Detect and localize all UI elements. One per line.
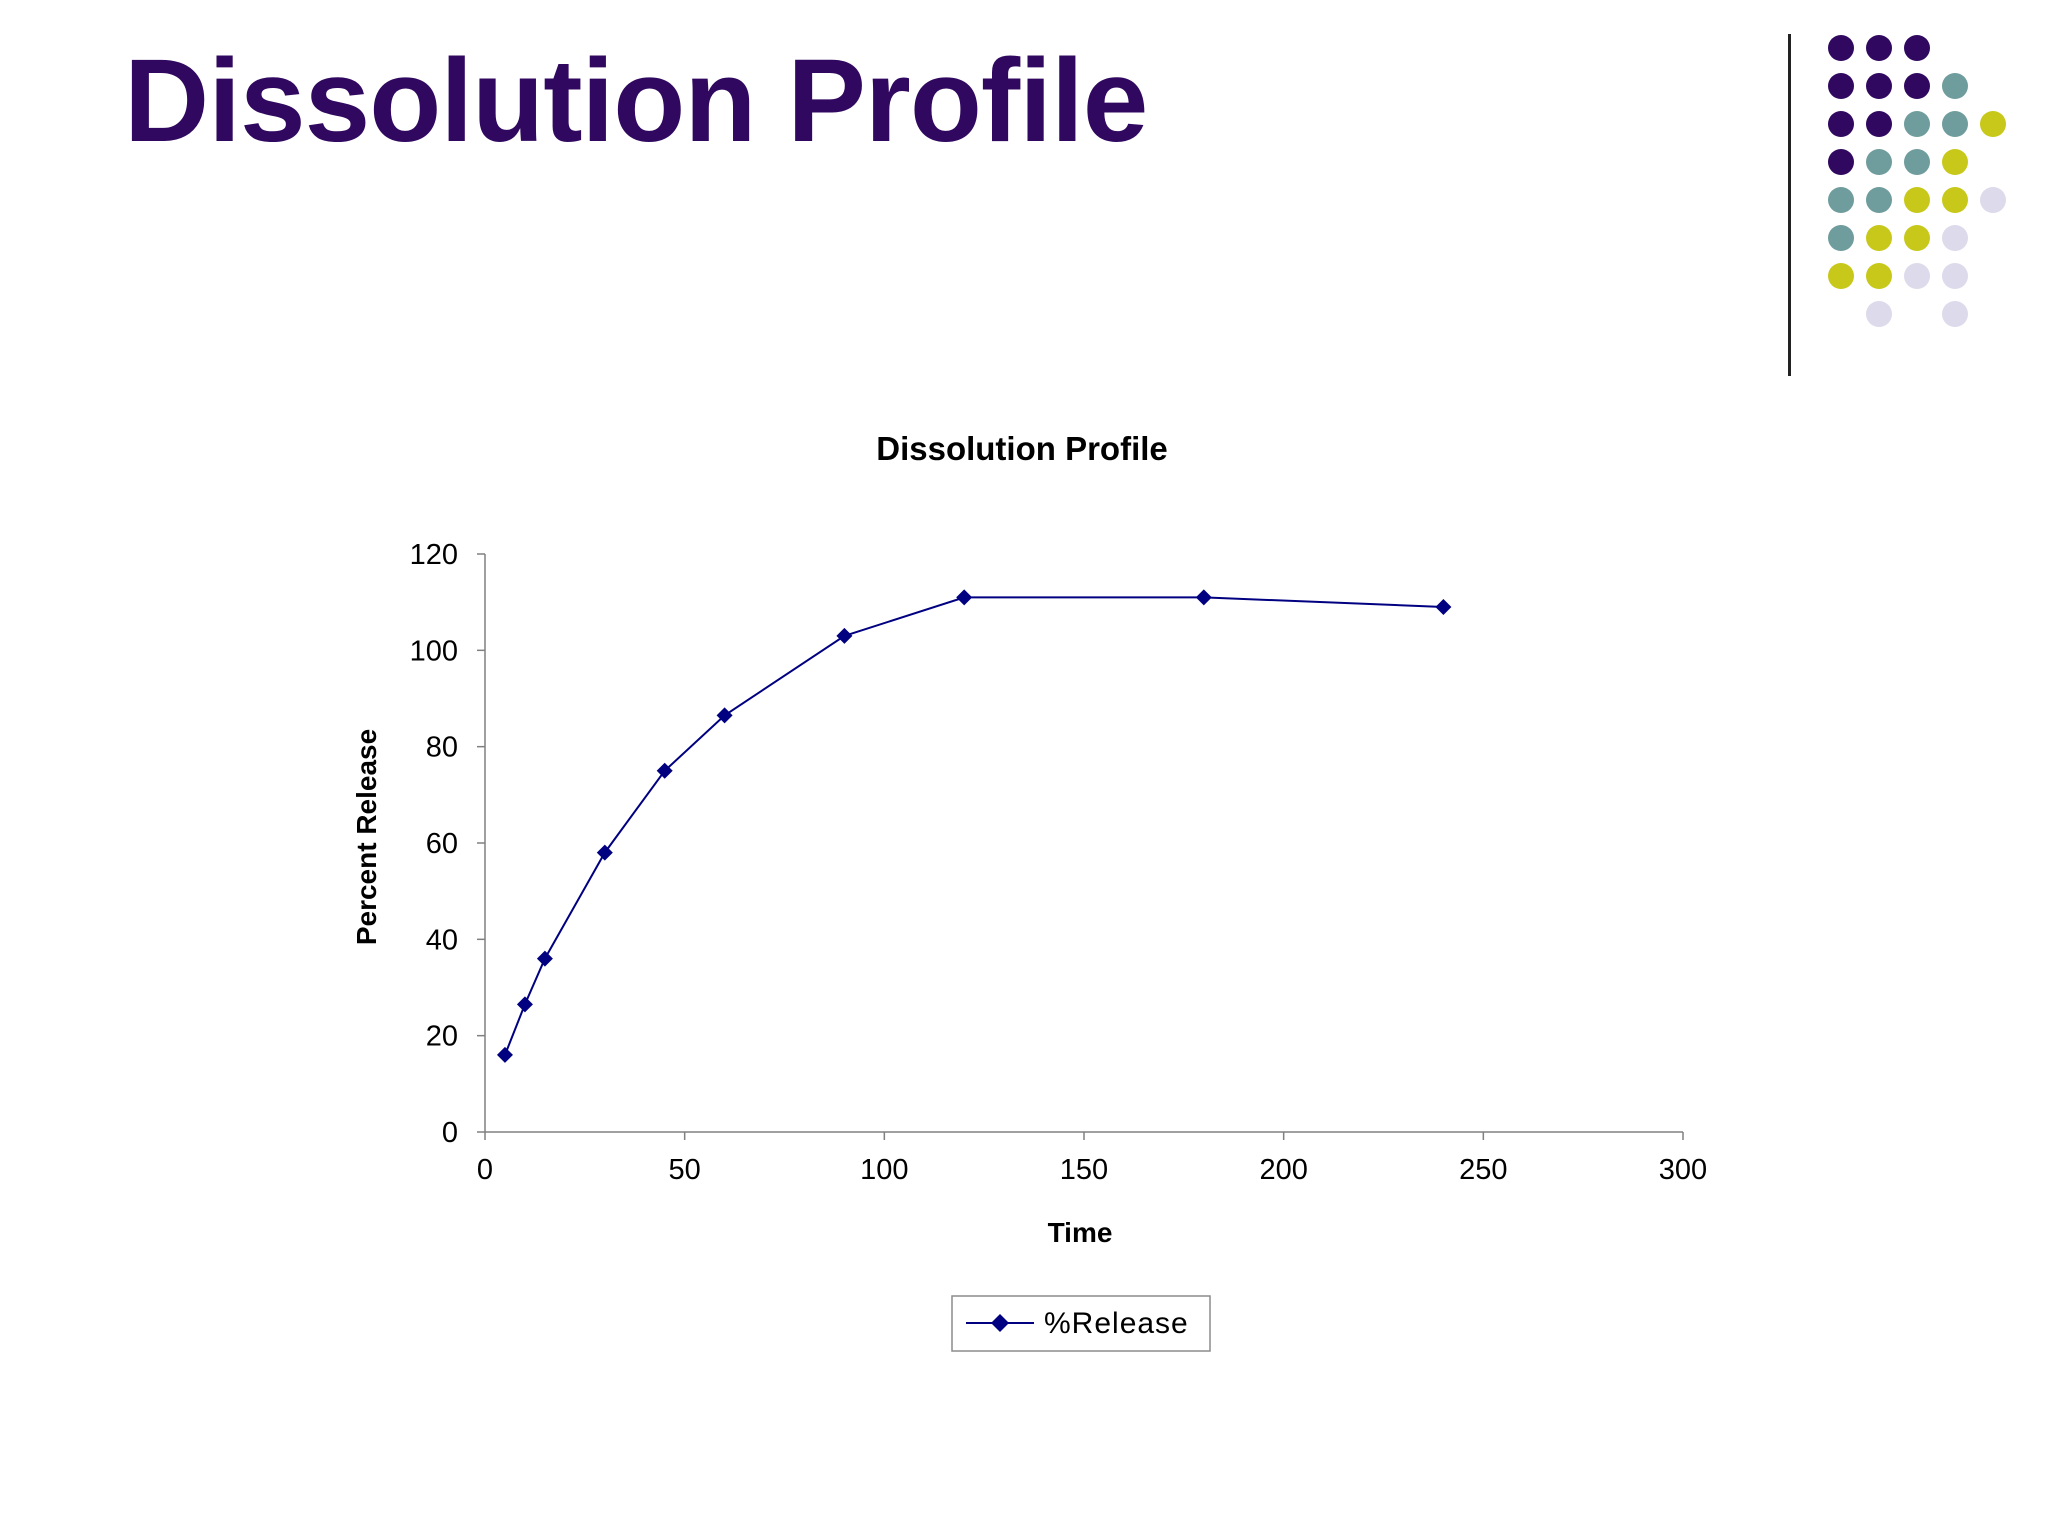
data-point-marker	[716, 707, 733, 724]
decor-dot	[1942, 263, 1968, 289]
decor-dot	[1942, 73, 1968, 99]
data-point-marker	[536, 950, 553, 967]
chart-axes	[484, 554, 1683, 1133]
decor-dot	[1942, 187, 1968, 213]
y-axis-ticks: 0 20 40 60 80 100 120	[410, 539, 485, 1149]
decor-dot	[1828, 73, 1854, 99]
decor-dot	[1828, 263, 1854, 289]
legend: %Release	[951, 1295, 1211, 1352]
decor-dot	[1828, 35, 1854, 61]
chart-title: Dissolution Profile	[876, 430, 1168, 467]
decor-dot	[1904, 225, 1930, 251]
x-axis-ticks: 0 50 100 150 200 250 300	[477, 1132, 1707, 1186]
data-point-marker	[656, 762, 673, 779]
decor-dot	[1904, 73, 1930, 99]
decor-dot	[1942, 225, 1968, 251]
decor-dot	[1828, 187, 1854, 213]
y-tick-label: 120	[410, 539, 458, 571]
data-point-marker	[1195, 589, 1212, 606]
data-point-marker	[516, 996, 533, 1013]
data-point-marker	[596, 844, 613, 861]
data-point-marker	[496, 1046, 513, 1063]
decor-dot	[1866, 187, 1892, 213]
y-tick-label: 40	[426, 924, 458, 956]
y-tick-label: 0	[442, 1117, 458, 1149]
decor-dot	[1904, 149, 1930, 175]
x-tick-label: 200	[1259, 1154, 1307, 1186]
decor-dot	[1942, 301, 1968, 327]
decor-dot	[1904, 187, 1930, 213]
x-tick-label: 150	[1060, 1154, 1108, 1186]
y-tick-label: 20	[426, 1021, 458, 1053]
decor-dot	[1828, 149, 1854, 175]
x-axis-title: Time	[1048, 1217, 1113, 1248]
title-divider	[1788, 34, 1791, 376]
data-point-marker	[1435, 598, 1452, 615]
legend-marker	[991, 1314, 1009, 1332]
decor-dot	[1980, 187, 2006, 213]
y-tick-label: 100	[410, 635, 458, 667]
decor-dot	[1942, 149, 1968, 175]
y-tick-label: 80	[426, 732, 458, 764]
series-release	[496, 589, 1452, 1063]
x-tick-label: 250	[1459, 1154, 1507, 1186]
data-point-marker	[836, 627, 853, 644]
decor-dot	[1904, 263, 1930, 289]
y-axis-title: Percent Release	[351, 729, 382, 945]
data-point-marker	[956, 589, 973, 606]
decor-dot	[1980, 111, 2006, 137]
decor-dot	[1904, 111, 1930, 137]
decorative-dot-grid	[1828, 35, 2006, 327]
decor-dot	[1942, 111, 1968, 137]
x-tick-label: 100	[860, 1154, 908, 1186]
decor-dot	[1866, 73, 1892, 99]
decor-dot	[1866, 225, 1892, 251]
legend-label: %Release	[1044, 1307, 1189, 1340]
decor-dot	[1828, 225, 1854, 251]
slide-title: Dissolution Profile	[124, 35, 1148, 167]
decor-dot	[1866, 111, 1892, 137]
decor-dot	[1866, 263, 1892, 289]
decor-dot	[1866, 301, 1892, 327]
decor-dot	[1866, 35, 1892, 61]
x-tick-label: 0	[477, 1154, 493, 1186]
decor-dot	[1866, 149, 1892, 175]
y-tick-label: 60	[426, 828, 458, 860]
decor-dot	[1828, 111, 1854, 137]
x-tick-label: 300	[1659, 1154, 1707, 1186]
series-line	[504, 596, 1444, 1056]
decor-dot	[1904, 35, 1930, 61]
x-tick-label: 50	[669, 1154, 701, 1186]
